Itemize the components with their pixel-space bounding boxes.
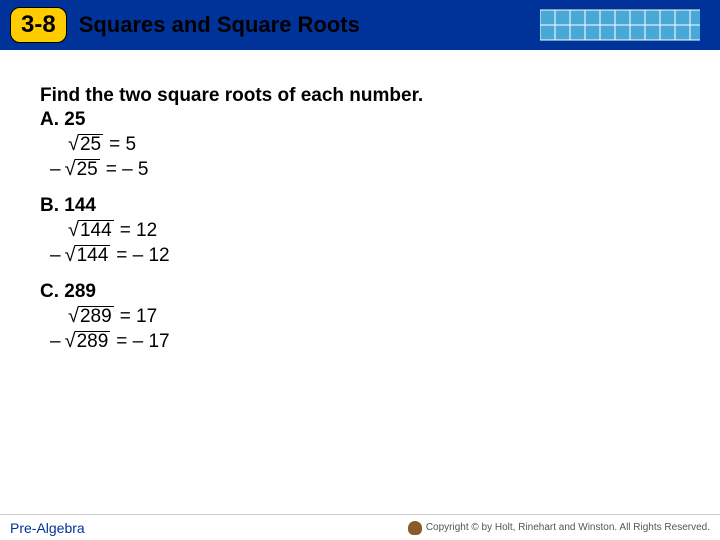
- lesson-title: Squares and Square Roots: [79, 12, 360, 38]
- footer-course: Pre-Algebra: [10, 520, 85, 536]
- header-bar: 3-8 Squares and Square Roots: [0, 0, 720, 50]
- problem-c-neg: – √289 = – 17: [50, 330, 680, 353]
- problem-c: C. 289 √289 = 17 – √289 = – 17: [40, 281, 680, 353]
- radicand-a1: 25: [78, 134, 103, 156]
- header-grid-pattern: [540, 0, 720, 50]
- radicand-b1: 144: [78, 220, 114, 242]
- problem-a-label: A. 25: [40, 109, 680, 131]
- lesson-badge: 3-8: [10, 7, 67, 43]
- problem-b-label: B. 144: [40, 195, 680, 217]
- result-c-pos: = 17: [120, 306, 158, 328]
- radicand-a2: 25: [75, 159, 100, 181]
- footer-bar: Pre-Algebra Copyright © by Holt, Rinehar…: [0, 514, 720, 540]
- radicand-c1: 289: [78, 306, 114, 328]
- problem-a: A. 25 √25 = 5 – √25 = – 5: [40, 109, 680, 181]
- result-b-pos: = 12: [120, 220, 158, 242]
- problem-a-pos: √25 = 5: [68, 133, 680, 156]
- content-area: Find the two square roots of each number…: [0, 50, 720, 353]
- problem-b-neg: – √144 = – 12: [50, 244, 680, 267]
- owl-icon: [408, 521, 422, 535]
- result-a-pos: = 5: [109, 134, 136, 156]
- instruction-text: Find the two square roots of each number…: [40, 85, 680, 107]
- result-c-neg: = – 17: [116, 331, 169, 353]
- radicand-c2: 289: [75, 331, 111, 353]
- radicand-b2: 144: [75, 245, 111, 267]
- footer-copyright: Copyright © by Holt, Rinehart and Winsto…: [408, 521, 710, 535]
- problem-b: B. 144 √144 = 12 – √144 = – 12: [40, 195, 680, 267]
- problem-b-pos: √144 = 12: [68, 219, 680, 242]
- copyright-text: Copyright © by Holt, Rinehart and Winsto…: [426, 522, 710, 533]
- problem-c-pos: √289 = 17: [68, 305, 680, 328]
- problem-a-neg: – √25 = – 5: [50, 158, 680, 181]
- problem-c-label: C. 289: [40, 281, 680, 303]
- result-b-neg: = – 12: [116, 245, 169, 267]
- result-a-neg: = – 5: [106, 159, 149, 181]
